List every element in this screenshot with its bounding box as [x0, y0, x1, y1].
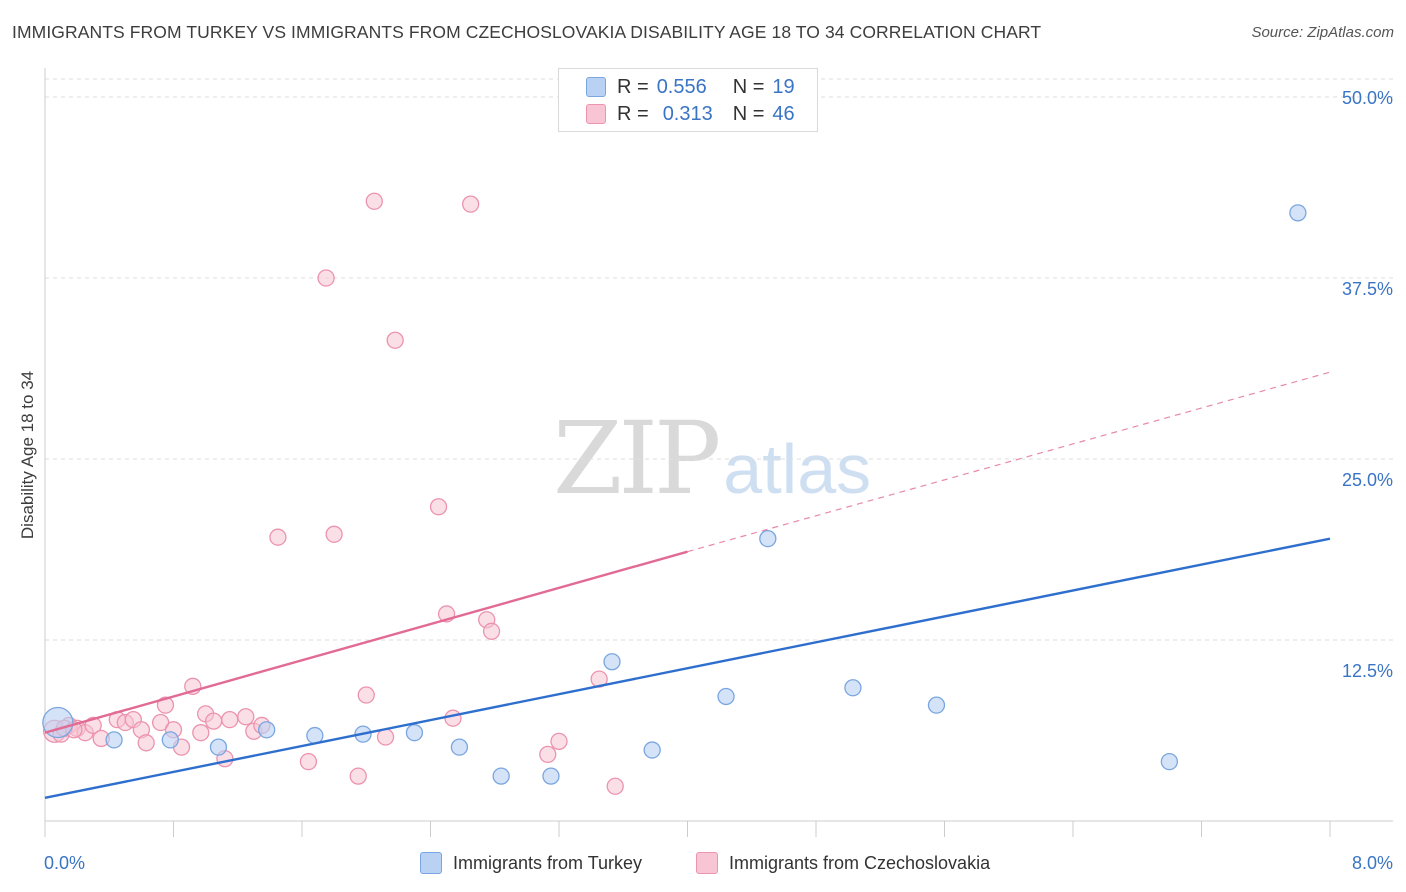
- bottom-legend-czech-label: Immigrants from Czechoslovakia: [729, 852, 991, 873]
- czech-point-38: [482, 622, 501, 640]
- bottom-legend-turkey-label: Immigrants from Turkey: [453, 852, 643, 873]
- source-label: Source: ZipAtlas.com: [1251, 24, 1394, 41]
- czech-point-25: [299, 752, 318, 771]
- turkey-point-4: [258, 721, 276, 739]
- y-axis-title: Disability Age 18 to 34: [18, 370, 37, 540]
- czech-point-27: [325, 525, 343, 543]
- legend-row-czech: R = 0.313 N = 46: [586, 102, 795, 126]
- bottom-legend-turkey-swatch: [420, 852, 442, 874]
- turkey-point-11: [603, 653, 621, 671]
- y-tick-label-50: 50.0%: [1341, 88, 1393, 108]
- x-tick-label-min: 0.0%: [44, 853, 86, 873]
- x-tick-label-max: 8.0%: [1351, 853, 1393, 873]
- turkey-point-8: [450, 738, 469, 756]
- turkey-point-14: [759, 529, 777, 548]
- bottom-legend-turkey: Immigrants from Turkey: [420, 852, 642, 874]
- czech-point-28: [349, 767, 367, 785]
- turkey-point-3: [209, 738, 228, 756]
- legend-row-turkey: R = 0.556 N = 19: [586, 75, 795, 99]
- turkey-point-1: [105, 731, 123, 749]
- turkey-r-value: 0.556: [656, 75, 707, 98]
- turkey-n-value: 19: [772, 75, 795, 98]
- turkey-point-10: [542, 767, 560, 785]
- turkey-point-7: [405, 724, 424, 742]
- czech-point-16: [192, 724, 210, 742]
- czech-point-29: [357, 686, 375, 704]
- czech-point-30: [365, 192, 383, 210]
- czech-swatch: [586, 104, 606, 124]
- czech-point-10: [137, 734, 155, 752]
- y-tick-label-12-5: 12.5%: [1341, 661, 1393, 681]
- turkey-point-2: [161, 731, 179, 749]
- turkey-point-13: [717, 687, 735, 706]
- czech-point-40: [550, 732, 568, 751]
- czech-point-26: [317, 269, 335, 287]
- czech-point-32: [386, 331, 404, 349]
- bottom-legend-czech: Immigrants from Czechoslovakia: [696, 852, 990, 874]
- turkey-trend-line: [44, 537, 1331, 800]
- bottom-legend-czech-swatch: [696, 852, 718, 874]
- turkey-point-17: [1160, 752, 1179, 771]
- czech-n-value: 46: [772, 102, 795, 125]
- czech-point-42: [606, 777, 624, 795]
- czech-n-label: N =: [732, 102, 765, 125]
- czech-point-18: [205, 712, 223, 730]
- turkey-swatch: [586, 77, 606, 97]
- y-tick-label-25: 25.0%: [1341, 470, 1393, 490]
- turkey-n-label: N =: [732, 75, 765, 98]
- czech-point-39: [539, 745, 557, 764]
- czech-point-20: [221, 710, 239, 729]
- czech-point-35: [444, 709, 462, 727]
- czech-point-11: [151, 713, 170, 732]
- watermark-atlas: atlas: [723, 430, 872, 508]
- turkey-point-18: [1289, 204, 1307, 222]
- czech-point-12: [156, 696, 175, 714]
- czech-point-21: [237, 708, 255, 726]
- y-tick-label-37-5: 37.5%: [1341, 279, 1393, 299]
- czech-point-36: [462, 195, 480, 213]
- turkey-point-9: [492, 767, 510, 785]
- czech-r-value: 0.313: [662, 102, 713, 125]
- czech-point-33: [429, 498, 448, 516]
- correlation-legend: R = 0.556 N = 19 R = 0.313 N = 46: [558, 68, 818, 132]
- turkey-point-12: [643, 741, 661, 759]
- czech-r-label: R =: [617, 102, 649, 125]
- czech-point-24: [269, 528, 287, 546]
- turkey-point-15: [844, 679, 862, 697]
- turkey-r-label: R =: [617, 75, 649, 98]
- czech-trend-line: [44, 550, 688, 734]
- czech-trend-extension: [687, 371, 1331, 553]
- turkey-point-16: [927, 696, 946, 714]
- chart-title: IMMIGRANTS FROM TURKEY VS IMMIGRANTS FRO…: [12, 22, 1042, 42]
